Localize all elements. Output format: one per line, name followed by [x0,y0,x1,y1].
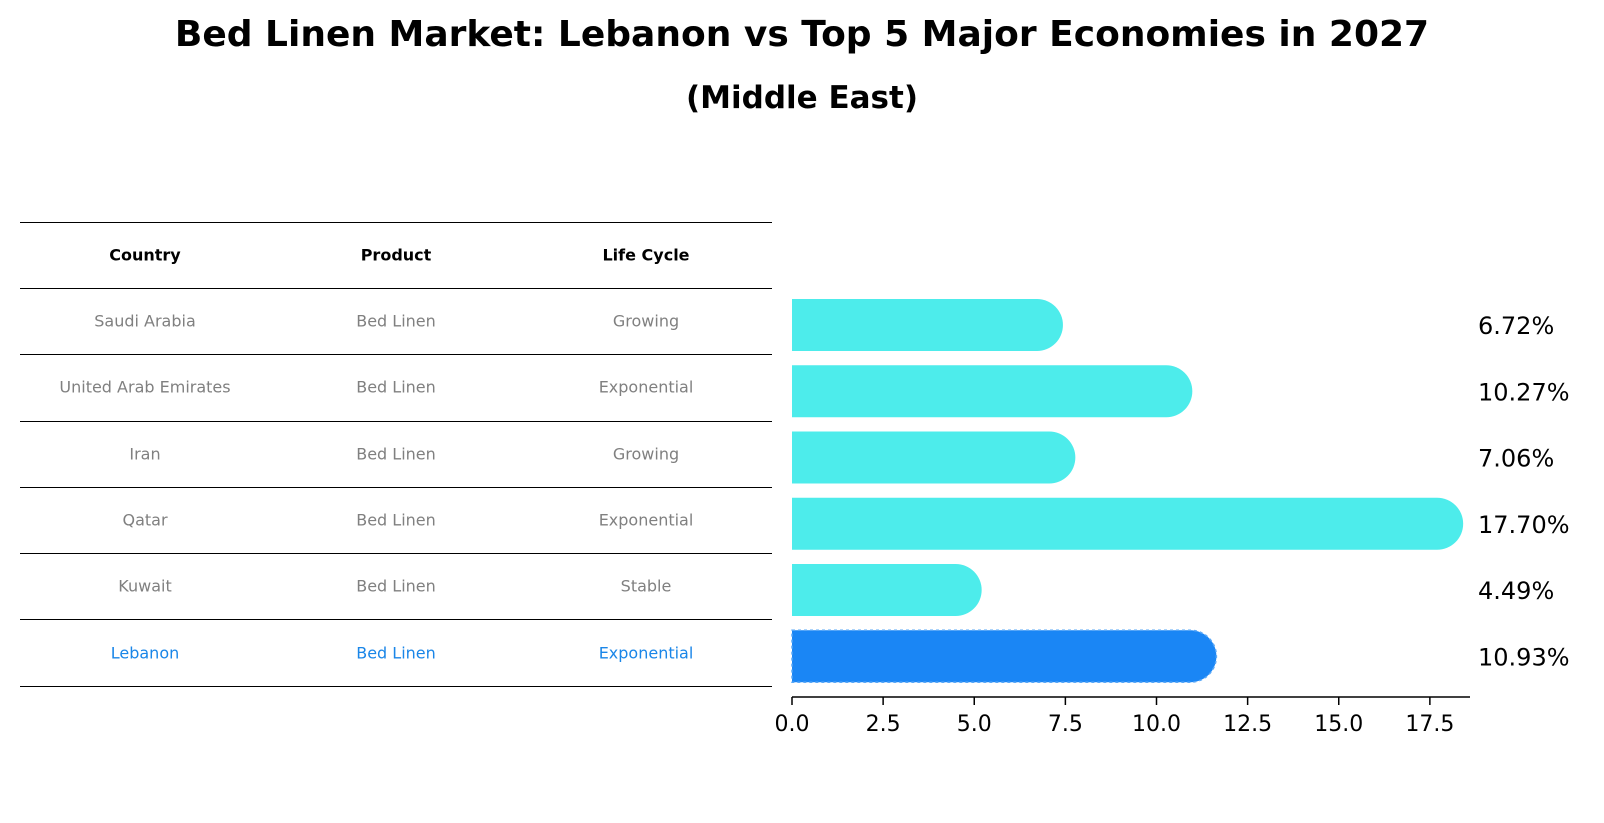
table-cell-country: Iran [129,444,161,464]
table-cell-country: Qatar [122,510,168,530]
value-label-iran: 7.06% [1478,445,1554,473]
x-tick-label: 7.5 [1048,712,1083,737]
x-tick-label: 5.0 [957,712,992,737]
table-rule [20,222,772,223]
table-header-life-cycle: Life Cycle [602,245,690,265]
x-tick-label: 2.5 [866,712,901,737]
table-rule [20,686,772,687]
x-tick-label: 17.5 [1405,712,1454,737]
table-rule [20,421,772,422]
table-cell-product: Bed Linen [356,576,436,596]
chart-title: Bed Linen Market: Lebanon vs Top 5 Major… [174,14,1430,55]
table-cell-product-highlight: Bed Linen [356,643,436,663]
table-cell-life-cycle-highlight: Exponential [598,643,694,663]
x-tick-label: 12.5 [1223,712,1272,737]
table-rule [20,354,772,355]
chart-subtitle: (Middle East) [685,80,918,116]
table-cell-country-highlight: Lebanon [110,643,180,663]
table-cell-life-cycle: Growing [612,444,680,464]
bar-saudi-arabia [792,299,1063,351]
table-cell-product: Bed Linen [356,377,436,397]
bar-kuwait [792,564,982,616]
x-tick-label: 10.0 [1132,712,1181,737]
value-label-lebanon: 10.93% [1478,643,1570,671]
table-rule [20,553,772,554]
table-rule [20,288,772,289]
table-cell-country: Saudi Arabia [94,311,196,331]
table-header-product: Product [360,245,432,265]
table-cell-country: Kuwait [118,576,172,596]
table-cell-product: Bed Linen [356,311,436,331]
table-header-country: Country [109,245,181,265]
table-cell-product: Bed Linen [356,510,436,530]
bar-iran [792,431,1076,484]
table-cell-life-cycle: Exponential [598,510,694,530]
value-label-qatar: 17.70% [1478,511,1570,539]
value-label-united-arab-emirates: 10.27% [1478,378,1570,406]
table-rule [20,487,772,488]
table-cell-life-cycle: Exponential [598,377,694,397]
table-cell-life-cycle: Stable [620,576,672,596]
table-rule [20,619,772,620]
bar-united-arab-emirates [792,365,1193,418]
value-label-kuwait: 4.49% [1478,577,1554,605]
value-label-saudi-arabia: 6.72% [1478,312,1554,340]
x-tick-label: 15.0 [1314,712,1363,737]
table-cell-country: United Arab Emirates [59,377,231,397]
x-tick-label: 0.0 [775,712,810,737]
table-cell-product: Bed Linen [356,444,436,464]
bar-qatar [792,497,1464,550]
table-cell-life-cycle: Growing [612,311,680,331]
bar-lebanon [791,629,1218,683]
